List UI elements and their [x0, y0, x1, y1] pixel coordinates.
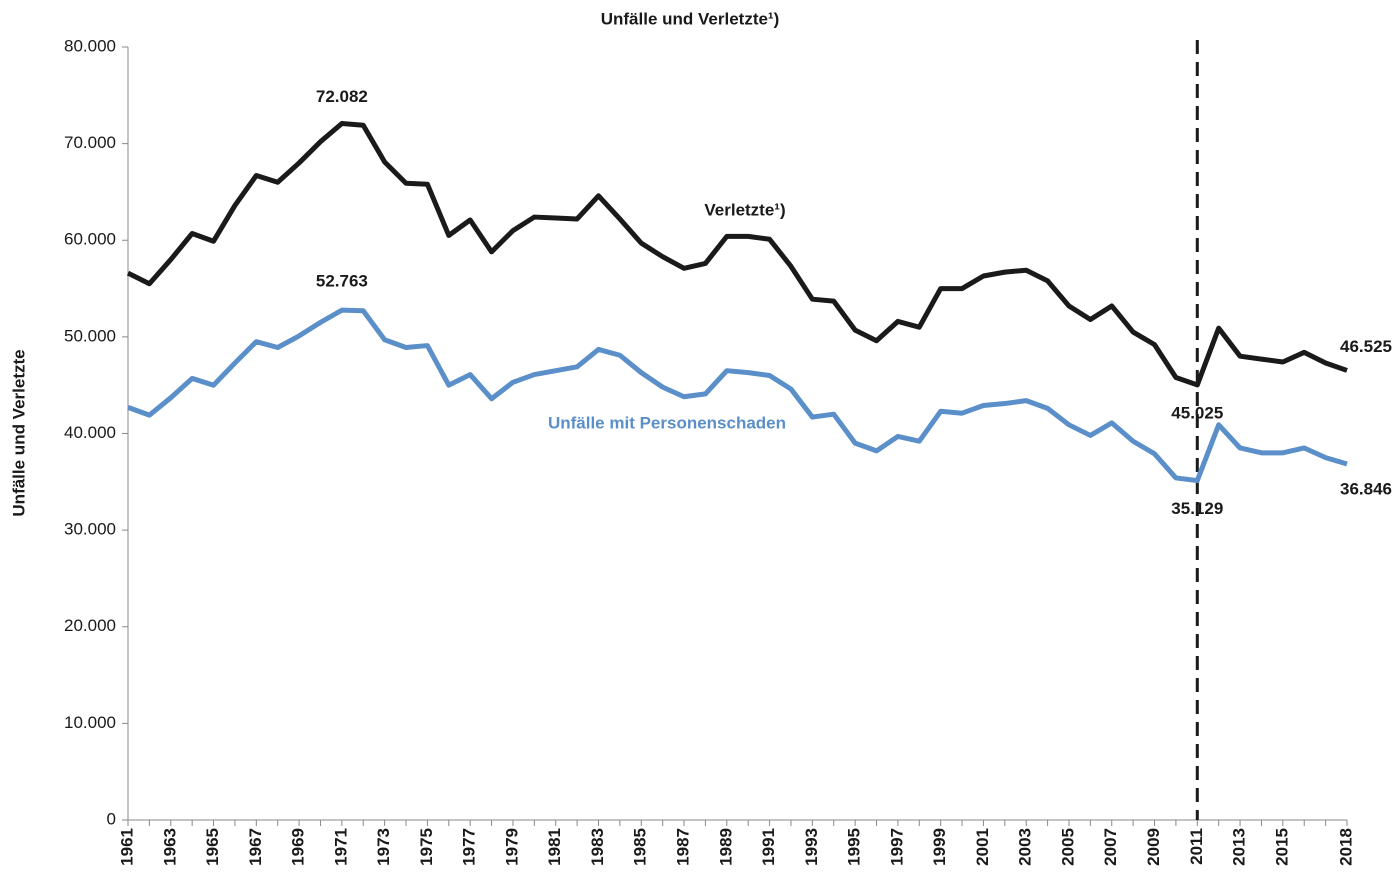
- line-series: [126, 121, 1348, 388]
- y-tick-label: 60.000: [64, 230, 116, 249]
- y-tick-label: 20.000: [64, 616, 116, 635]
- x-tick-label: 1981: [545, 828, 564, 866]
- x-tick-label: 1973: [374, 828, 393, 866]
- data-label: 52.763: [316, 272, 368, 291]
- data-label: 35.129: [1171, 499, 1223, 518]
- y-tick-label: 30.000: [64, 520, 116, 539]
- x-tick-label: 1997: [887, 828, 906, 866]
- data-label: 36.846: [1340, 479, 1392, 498]
- x-tick-label: 1969: [289, 828, 308, 866]
- data-label: 45.025: [1171, 403, 1223, 422]
- x-tick-label: 2011: [1187, 828, 1206, 865]
- x-tick-label: 2001: [973, 828, 992, 866]
- y-tick-label: 50.000: [64, 326, 116, 345]
- series-label: Verletzte¹): [704, 200, 785, 219]
- x-tick-label: 2007: [1101, 828, 1120, 866]
- x-tick-label: 1975: [417, 828, 436, 866]
- y-axis-label: Unfälle und Verletzte: [9, 349, 28, 516]
- x-tick-label: 1991: [759, 828, 778, 866]
- x-tick-label: 2009: [1144, 828, 1163, 866]
- y-tick-label: 0: [107, 809, 116, 828]
- x-tick-label: 1965: [203, 828, 222, 866]
- y-tick-label: 40.000: [64, 423, 116, 442]
- x-tick-label: 1979: [502, 828, 521, 866]
- chart-title: Unfälle und Verletzte¹): [601, 9, 780, 28]
- x-tick-label: 1971: [331, 828, 350, 866]
- x-tick-label: 2013: [1230, 828, 1249, 866]
- data-label: 72.082: [316, 87, 368, 106]
- x-tick-label: 1993: [802, 828, 821, 866]
- x-tick-label: 1963: [160, 828, 179, 866]
- x-tick-label: 1985: [631, 828, 650, 866]
- x-tick-label: 1983: [588, 828, 607, 866]
- y-tick-label: 70.000: [64, 133, 116, 152]
- x-tick-label: 1987: [674, 828, 693, 866]
- x-tick-label: 2003: [1016, 828, 1035, 866]
- x-tick-label: 2005: [1058, 828, 1077, 866]
- x-tick-label: 1977: [460, 828, 479, 866]
- x-tick-label: 1995: [845, 828, 864, 866]
- x-tick-label: 1999: [930, 828, 949, 866]
- data-label: 46.525: [1340, 337, 1392, 356]
- x-tick-label: 2018: [1336, 828, 1355, 866]
- line-series: [127, 307, 1348, 484]
- x-tick-label: 2015: [1272, 828, 1291, 866]
- x-tick-label: 1961: [117, 828, 136, 866]
- series-label: Unfälle mit Personenschaden: [548, 413, 786, 432]
- x-tick-label: 1989: [716, 828, 735, 866]
- x-tick-label: 1967: [246, 828, 265, 866]
- y-tick-label: 80.000: [64, 36, 116, 55]
- y-tick-label: 10.000: [64, 713, 116, 732]
